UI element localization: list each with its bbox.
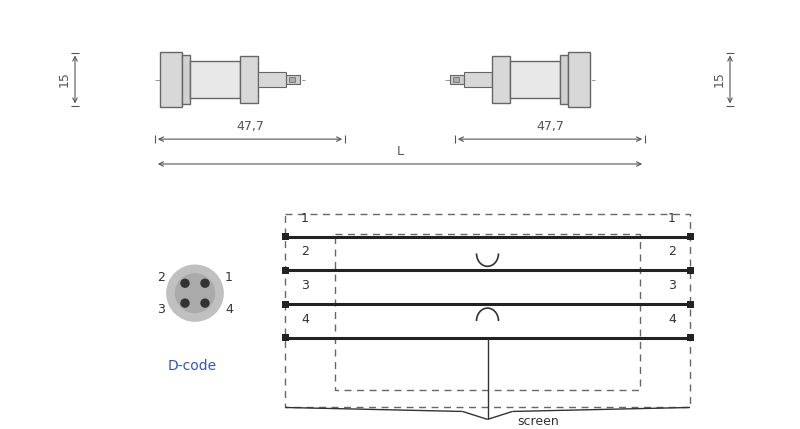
Bar (182, 54, 190, 104)
Bar (464, 72, 492, 88)
Bar (560, 54, 568, 104)
Text: 4: 4 (225, 302, 233, 316)
Circle shape (167, 266, 223, 321)
Text: screen: screen (518, 415, 559, 428)
Bar (160, 52, 182, 107)
Text: 3: 3 (668, 279, 676, 292)
Bar (258, 72, 286, 88)
Circle shape (201, 279, 209, 287)
Bar (686, 267, 694, 274)
Text: 4: 4 (668, 313, 676, 326)
Circle shape (181, 279, 189, 287)
Circle shape (201, 299, 209, 307)
Bar (282, 267, 289, 274)
Text: 47,7: 47,7 (536, 120, 564, 133)
Text: 3: 3 (157, 302, 165, 316)
Bar (282, 301, 289, 308)
Bar (453, 76, 459, 82)
Text: 2: 2 (301, 245, 309, 258)
Text: 15: 15 (713, 72, 726, 88)
Circle shape (181, 299, 189, 307)
Bar (286, 75, 300, 85)
Bar (240, 56, 258, 103)
Text: 1: 1 (225, 271, 233, 284)
Bar (335, 233, 640, 390)
Bar (282, 335, 289, 341)
Text: 3: 3 (301, 279, 309, 292)
Bar (510, 60, 560, 98)
Bar (190, 60, 240, 98)
Circle shape (175, 274, 214, 313)
Text: 1: 1 (301, 211, 309, 225)
Bar (686, 335, 694, 341)
Bar (492, 56, 510, 103)
Text: 4: 4 (301, 313, 309, 326)
Text: 2: 2 (157, 271, 165, 284)
Text: L: L (397, 145, 403, 158)
Bar (285, 214, 690, 408)
Bar (686, 233, 694, 240)
Bar (450, 75, 464, 85)
Bar (289, 76, 295, 82)
Text: 15: 15 (58, 72, 71, 88)
Text: 47,7: 47,7 (236, 120, 264, 133)
Text: D-code: D-code (168, 359, 217, 373)
Bar (686, 301, 694, 308)
Bar (282, 233, 289, 240)
Text: 2: 2 (668, 245, 676, 258)
Bar (568, 52, 590, 107)
Text: 1: 1 (668, 211, 676, 225)
